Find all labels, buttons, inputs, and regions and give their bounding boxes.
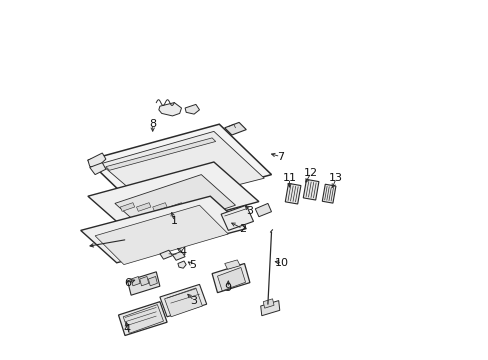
Polygon shape <box>127 272 160 295</box>
Polygon shape <box>164 288 202 317</box>
Polygon shape <box>185 104 199 114</box>
Polygon shape <box>88 124 271 211</box>
Polygon shape <box>224 122 246 135</box>
Polygon shape <box>255 203 271 217</box>
Text: 1: 1 <box>170 216 178 226</box>
Text: 7: 7 <box>276 152 284 162</box>
Polygon shape <box>140 276 148 286</box>
Polygon shape <box>152 203 167 211</box>
Polygon shape <box>263 299 273 308</box>
Polygon shape <box>88 162 258 236</box>
Polygon shape <box>178 261 186 268</box>
Polygon shape <box>212 264 249 293</box>
Polygon shape <box>123 305 163 333</box>
Polygon shape <box>322 184 335 203</box>
Text: 13: 13 <box>328 173 343 183</box>
Text: 4: 4 <box>123 324 131 334</box>
Text: 3: 3 <box>246 206 253 216</box>
Polygon shape <box>172 251 185 260</box>
Polygon shape <box>159 103 181 116</box>
Text: 12: 12 <box>304 168 318 178</box>
Polygon shape <box>224 260 240 269</box>
Polygon shape <box>136 203 151 211</box>
Text: 8: 8 <box>149 119 156 129</box>
Text: 11: 11 <box>282 173 296 183</box>
Polygon shape <box>115 175 235 234</box>
Polygon shape <box>120 203 134 211</box>
Polygon shape <box>81 196 246 263</box>
Polygon shape <box>131 276 140 286</box>
Polygon shape <box>148 276 157 286</box>
Polygon shape <box>118 302 167 336</box>
Text: 5: 5 <box>188 260 195 270</box>
Polygon shape <box>260 301 279 316</box>
Polygon shape <box>168 203 183 211</box>
Text: 4: 4 <box>180 247 186 257</box>
Polygon shape <box>285 183 300 204</box>
Polygon shape <box>89 163 106 175</box>
Text: 2: 2 <box>239 224 246 234</box>
Text: 3: 3 <box>190 296 197 306</box>
Polygon shape <box>95 205 228 265</box>
Polygon shape <box>88 153 106 167</box>
Polygon shape <box>217 267 245 291</box>
Polygon shape <box>160 284 206 317</box>
Text: 9: 9 <box>224 283 231 293</box>
Polygon shape <box>160 250 172 259</box>
Polygon shape <box>106 138 215 170</box>
Text: 6: 6 <box>124 278 131 288</box>
Polygon shape <box>221 205 253 230</box>
Text: 10: 10 <box>275 258 289 268</box>
Polygon shape <box>101 131 264 207</box>
Polygon shape <box>303 179 318 200</box>
